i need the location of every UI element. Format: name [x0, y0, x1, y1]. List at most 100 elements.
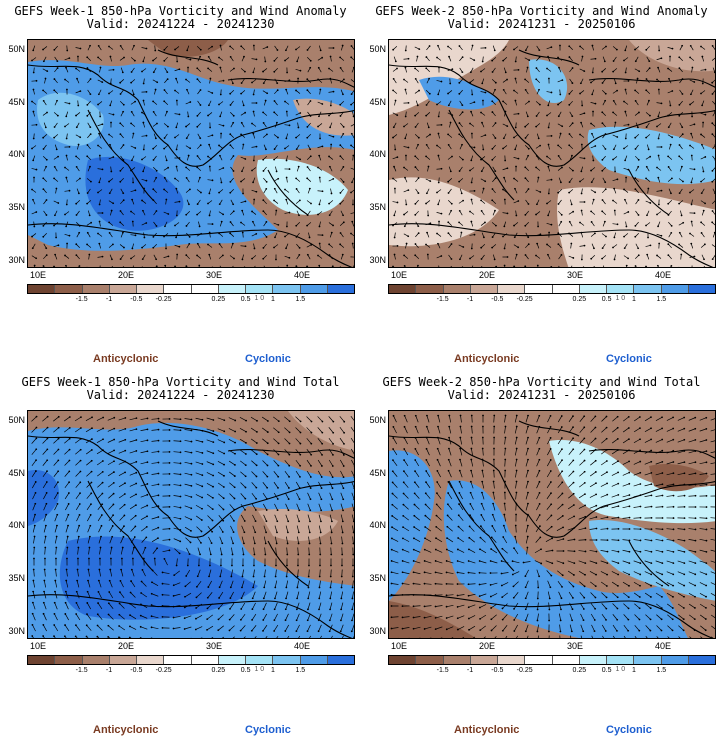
colorbar-tick: 0.25 — [572, 296, 587, 303]
colorbar-tick: -1.5 — [75, 296, 88, 303]
legend-cyclonic: Cyclonic — [245, 353, 291, 365]
colorbar-swatch — [498, 285, 526, 293]
colorbar-swatch — [191, 656, 219, 664]
colorbar-swatch — [525, 656, 553, 664]
legend-cyclonic: Cyclonic — [245, 724, 291, 736]
vorticity-region — [587, 126, 715, 185]
colorbar-tick: -0.5 — [491, 296, 504, 303]
colorbar-swatch — [470, 285, 498, 293]
lon-label: 20E — [479, 270, 496, 280]
colorbar-swatch — [191, 285, 219, 293]
colorbar-tick: 1 — [632, 667, 636, 674]
lon-label: 10E — [30, 270, 47, 280]
coastline — [588, 449, 715, 459]
colorbar-marker: 1 0 — [615, 295, 626, 302]
colorbar-swatch — [470, 656, 498, 664]
lat-label: 30N — [369, 626, 386, 636]
colorbar-swatch — [218, 656, 246, 664]
colorbar-swatch — [498, 656, 526, 664]
vorticity-region — [443, 480, 689, 638]
lon-label: 40E — [655, 641, 672, 651]
colorbar-swatch — [443, 656, 471, 664]
coastline — [588, 78, 715, 88]
lat-label: 40N — [369, 149, 386, 159]
colorbar-tick: -0.25 — [155, 667, 172, 674]
colorbar-tick: 0.25 — [211, 296, 226, 303]
colorbar-tick: 1 — [632, 296, 636, 303]
vorticity-region — [85, 156, 184, 231]
colorbar-swatch — [579, 285, 607, 293]
colorbar-tick: -1 — [105, 296, 113, 303]
colorbar-tick: -1 — [466, 667, 474, 674]
colorbar-swatch — [634, 285, 662, 293]
colorbar-swatch — [300, 656, 328, 664]
vorticity-region — [557, 187, 715, 267]
panel-week1-anomaly: GEFS Week-1 850-hPa Vorticity and Wind A… — [0, 0, 361, 371]
lat-label: 35N — [369, 202, 386, 212]
wind-vectors — [392, 44, 715, 267]
coastline — [87, 109, 154, 201]
panel-title: GEFS Week-2 850-hPa Vorticity and Wind T… — [382, 375, 701, 389]
panel-title: GEFS Week-1 850-hPa Vorticity and Wind A… — [14, 4, 347, 18]
colorbar-swatch — [246, 285, 274, 293]
colorbar-marker: 1 0 — [254, 295, 265, 302]
colorbar-swatch — [28, 285, 56, 293]
vorticity-region — [256, 158, 348, 215]
coastline — [628, 169, 670, 216]
coastline — [28, 435, 354, 538]
lat-label: 30N — [369, 255, 386, 265]
legend-anticyclonic: Anticyclonic — [454, 353, 520, 365]
lat-label: 40N — [8, 520, 25, 530]
colorbar-tick: -0.5 — [130, 296, 143, 303]
colorbar-tick: -1.5 — [436, 667, 449, 674]
lon-label: 40E — [294, 270, 311, 280]
colorbar — [27, 284, 355, 294]
colorbar-swatch — [327, 285, 354, 293]
colorbar-tick: 1.5 — [295, 296, 306, 303]
vorticity-region — [59, 536, 258, 620]
lon-label: 30E — [206, 270, 223, 280]
colorbar-swatch — [109, 656, 137, 664]
lat-label: 50N — [369, 415, 386, 425]
lat-label: 50N — [8, 44, 25, 54]
colorbar-swatch — [164, 656, 192, 664]
colorbar-tick: 1.5 — [656, 296, 667, 303]
lat-label: 30N — [8, 626, 25, 636]
colorbar-tick: -0.25 — [155, 296, 172, 303]
colorbar-tick: 0.5 — [601, 296, 612, 303]
colorbar-tick: 1.5 — [656, 667, 667, 674]
panel-week2-anomaly: GEFS Week-2 850-hPa Vorticity and Wind A… — [361, 0, 722, 371]
colorbar-swatch — [389, 656, 417, 664]
colorbar-tick: -0.5 — [130, 667, 143, 674]
colorbar-swatch — [607, 285, 635, 293]
wind-vectors — [390, 414, 715, 638]
colorbar-tick: -0.5 — [491, 667, 504, 674]
coastline — [448, 480, 515, 572]
colorbar-swatch — [525, 285, 553, 293]
coastline — [157, 420, 219, 437]
coastline — [518, 49, 580, 66]
lon-label: 30E — [567, 641, 584, 651]
colorbar-swatch — [443, 285, 471, 293]
colorbar-swatch — [552, 656, 580, 664]
coastline — [628, 540, 670, 587]
legend-anticyclonic: Anticyclonic — [93, 724, 159, 736]
panel-title: GEFS Week-2 850-hPa Vorticity and Wind A… — [375, 4, 708, 18]
colorbar-tick: -0.25 — [516, 667, 533, 674]
colorbar-swatch — [552, 285, 580, 293]
lon-label: 10E — [30, 641, 47, 651]
colorbar-tick: -1 — [105, 667, 113, 674]
colorbar-tick: 0.5 — [240, 667, 251, 674]
colorbar — [388, 655, 716, 665]
lon-label: 40E — [655, 270, 672, 280]
lat-label: 45N — [369, 468, 386, 478]
vorticity-region — [293, 98, 354, 136]
vorticity-region — [258, 509, 338, 541]
colorbar-swatch — [688, 285, 715, 293]
colorbar-swatch — [300, 285, 328, 293]
vorticity-field — [389, 40, 715, 267]
colorbar-marker: 1 0 — [615, 666, 626, 673]
lon-label: 20E — [118, 641, 135, 651]
colorbar-swatch — [661, 285, 689, 293]
lat-label: 45N — [8, 97, 25, 107]
